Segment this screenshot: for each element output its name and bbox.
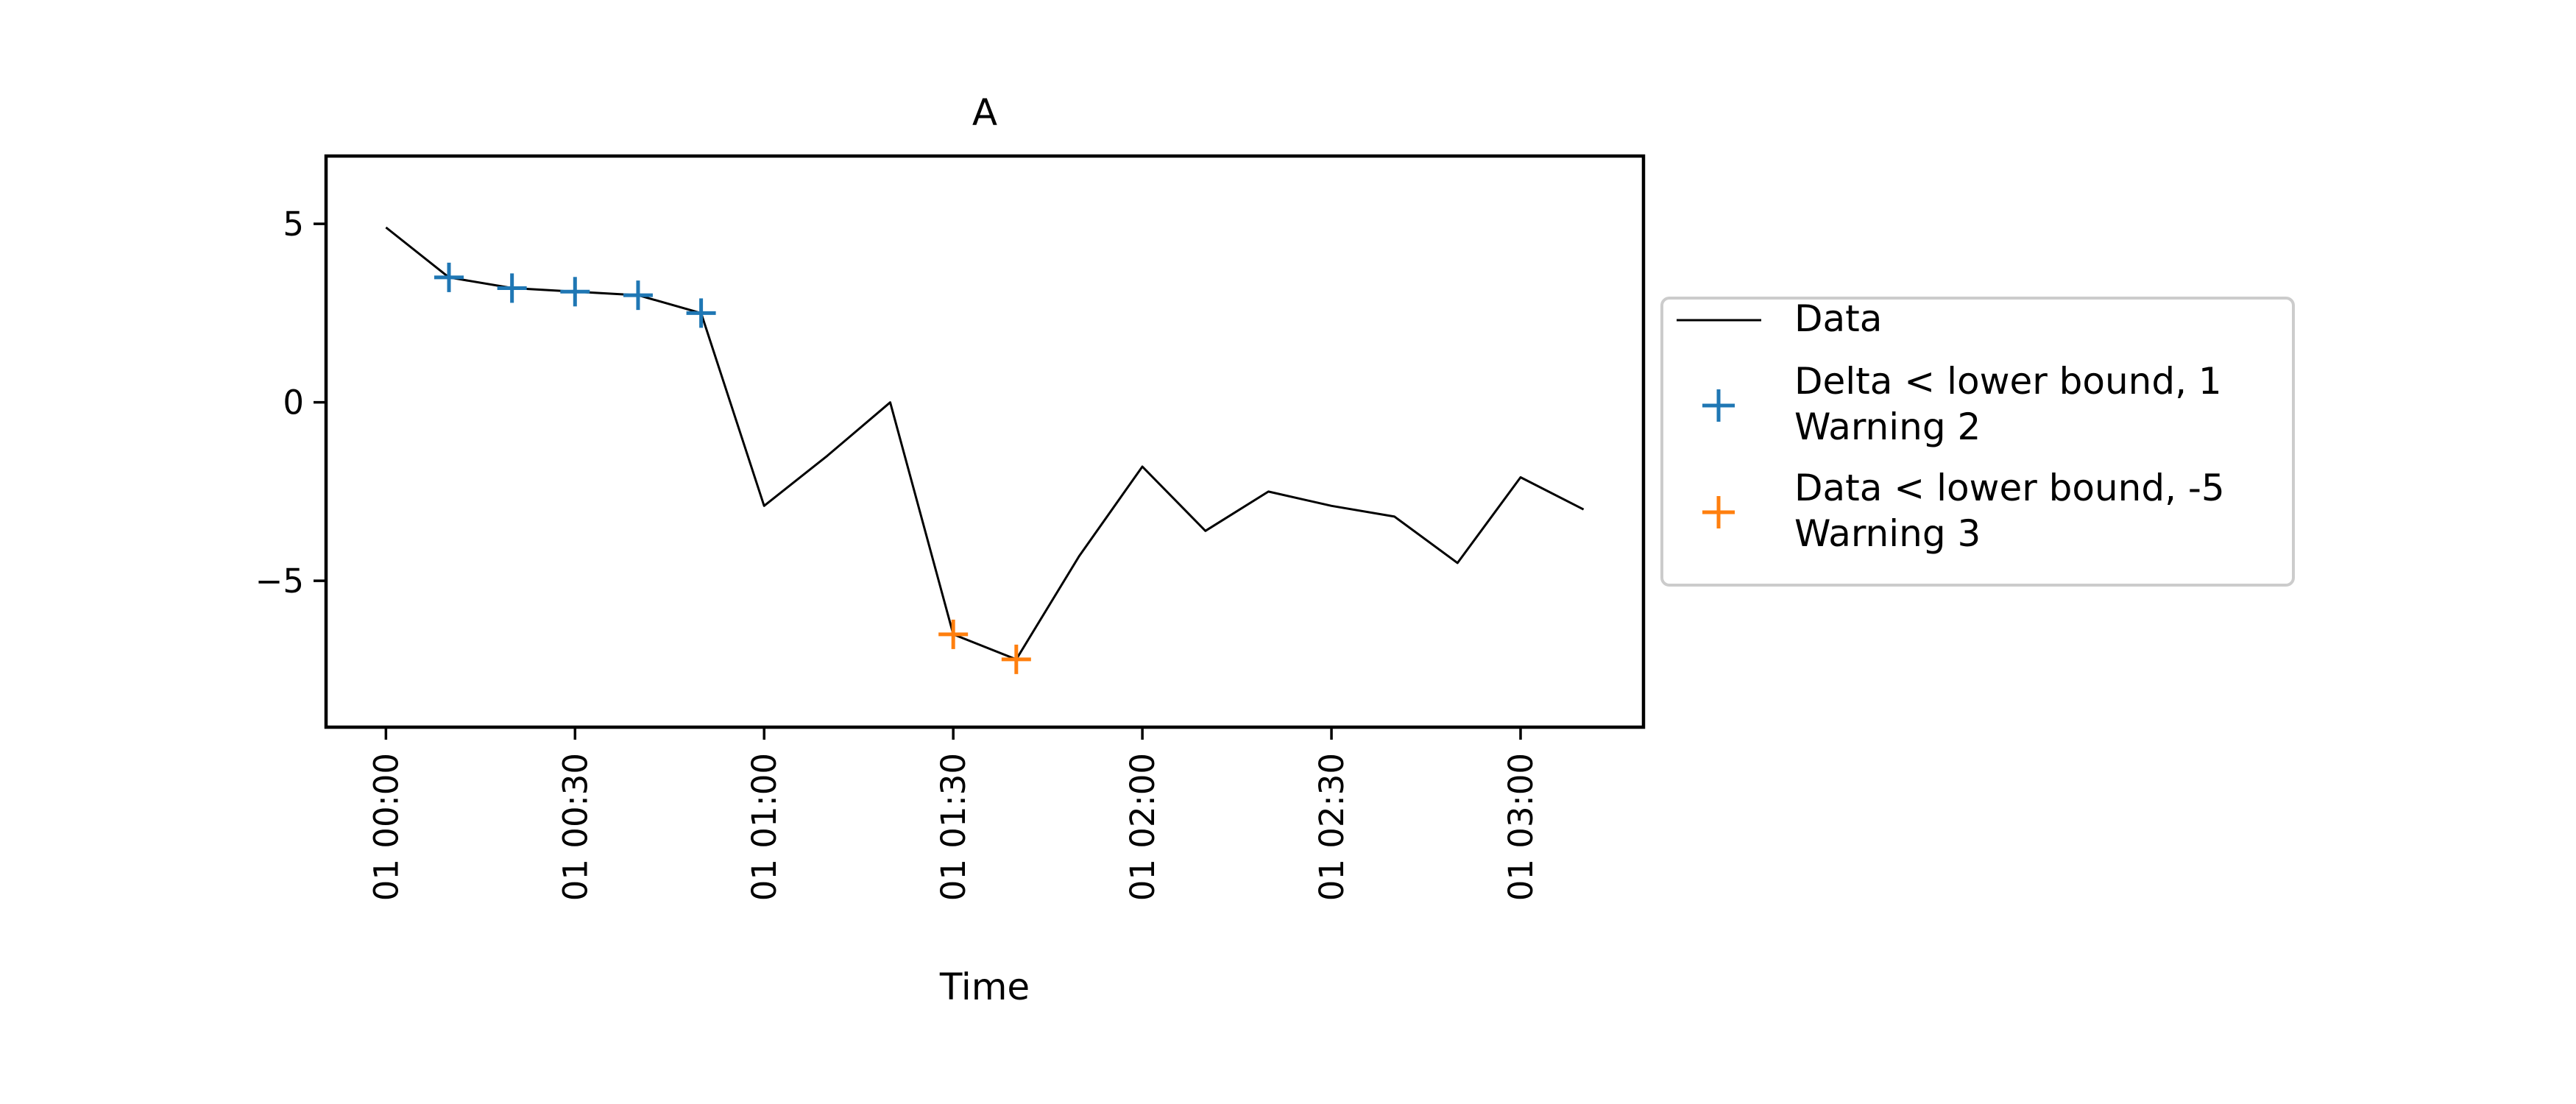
legend-box (1660, 297, 2295, 587)
x-axis-title: Time (939, 966, 1030, 1008)
marker-point-series-2 (938, 619, 969, 649)
legend-marker-swatch (1702, 389, 1735, 422)
x-tick-label: 01 00:30 (556, 753, 595, 901)
legend-label: Warning 3 (1794, 512, 1981, 555)
legend-entry: Data (1677, 297, 1882, 340)
marker-point-series-2 (1001, 644, 1031, 674)
legend-label: Data < lower bound, -5 (1794, 467, 2225, 509)
legend-label: Data (1794, 297, 1882, 340)
x-tick-label: 01 03:00 (1501, 753, 1540, 901)
x-tick-label: 01 02:30 (1312, 753, 1351, 901)
marker-point-series-1 (560, 277, 590, 307)
y-tick-label: −5 (255, 562, 304, 601)
marker-point-series-1 (686, 298, 716, 328)
chart-title: A (972, 91, 997, 134)
legend-marker-swatch (1702, 496, 1735, 528)
y-tick-label: 5 (283, 205, 304, 244)
legend-label: Delta < lower bound, 1 (1794, 360, 2222, 403)
plot-area (385, 226, 1585, 674)
legend-label: Warning 2 (1794, 406, 1981, 448)
x-tick-label: 01 01:30 (934, 753, 973, 901)
x-tick-label: 01 02:00 (1123, 753, 1162, 901)
x-tick-label: 01 00:00 (367, 753, 406, 901)
plot-frame (324, 154, 1646, 729)
x-axis: 01 00:00 01 00:30 01 01:00 01 01:30 01 02:00… (367, 727, 1540, 901)
y-tick-label: 0 (283, 383, 304, 422)
marker-point-series-1 (434, 262, 464, 292)
marker-point-series-1 (623, 280, 653, 311)
x-tick-label: 01 01:00 (745, 753, 784, 901)
marker-point-series-1 (497, 273, 527, 303)
y-axis: 5 0 −5 (255, 205, 326, 601)
